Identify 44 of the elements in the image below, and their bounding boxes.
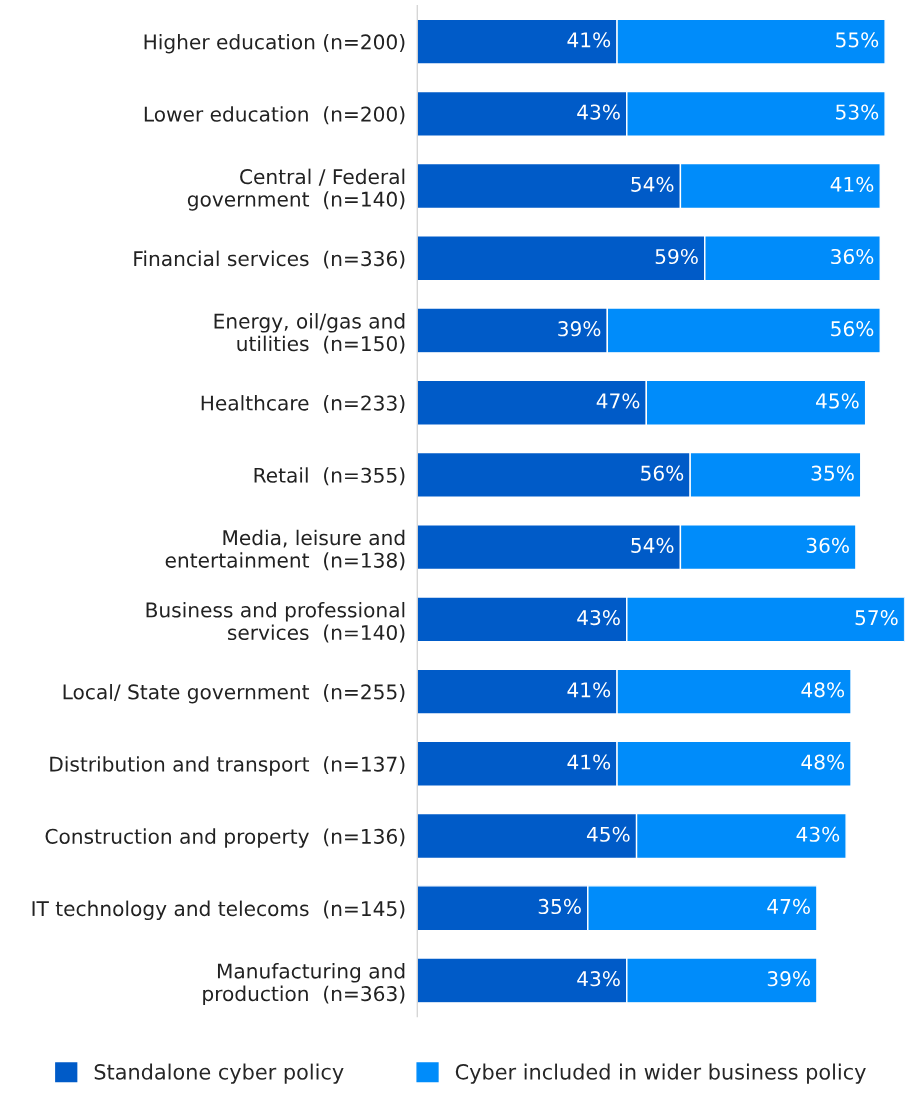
data-label: 35% xyxy=(538,898,581,915)
data-label: 41% xyxy=(567,682,611,698)
data-label: 35% xyxy=(811,465,854,481)
data-label: 43% xyxy=(577,609,620,626)
y-tick-label: Energy, oil/gas and utilities (n=150) xyxy=(214,313,405,354)
legend-label: Cyber included in wider business policy xyxy=(455,1063,866,1084)
y-tick-label: Local/ State government (n=255) xyxy=(63,683,405,704)
y-tick-label: IT technology and telecoms (n=145) xyxy=(32,900,405,921)
legend-label: Standalone cyber policy xyxy=(94,1063,344,1084)
y-tick-label: Financial services (n=336) xyxy=(134,250,405,269)
data-label: 36% xyxy=(806,537,849,553)
y-tick-label: Construction and property (n=136) xyxy=(45,828,405,848)
data-label: 41% xyxy=(567,754,611,770)
data-label: 48% xyxy=(801,754,845,770)
y-tick-label: Business and professional services (n=140) xyxy=(146,601,405,643)
data-label: 56% xyxy=(831,321,874,337)
data-label: 39% xyxy=(767,971,810,987)
data-label: 45% xyxy=(816,393,859,409)
data-label: 57% xyxy=(855,609,898,626)
data-label: 59% xyxy=(655,248,698,265)
y-tick-label: Central / Federal government (n=140) xyxy=(187,168,405,211)
data-label: 36% xyxy=(831,248,874,265)
data-label: 47% xyxy=(596,393,640,409)
data-label: 55% xyxy=(836,32,879,48)
data-label: 48% xyxy=(801,682,845,698)
data-label: 41% xyxy=(830,176,874,192)
data-label: 54% xyxy=(631,176,674,192)
y-tick-label: Higher education (n=200) xyxy=(144,33,405,54)
data-label: 56% xyxy=(641,465,684,481)
data-label: 47% xyxy=(767,898,810,915)
data-label: 54% xyxy=(631,537,674,553)
data-label: 45% xyxy=(586,826,630,842)
data-label: 43% xyxy=(577,104,620,120)
y-tick-label: Healthcare (n=233) xyxy=(201,395,405,414)
y-tick-label: Distribution and transport (n=137) xyxy=(50,756,405,776)
data-label: 39% xyxy=(558,321,601,337)
y-tick-label: Retail (n=355) xyxy=(254,467,405,486)
y-tick-label: Lower education (n=200) xyxy=(144,106,405,125)
y-tick-label: Media, leisure and entertainment (n=138) xyxy=(165,529,405,571)
data-label: 43% xyxy=(796,826,840,842)
y-tick-label: Manufacturing and production (n=363) xyxy=(203,963,405,1006)
data-label: 43% xyxy=(577,971,620,987)
data-label: 53% xyxy=(836,104,879,120)
data-label: 41% xyxy=(567,32,611,48)
